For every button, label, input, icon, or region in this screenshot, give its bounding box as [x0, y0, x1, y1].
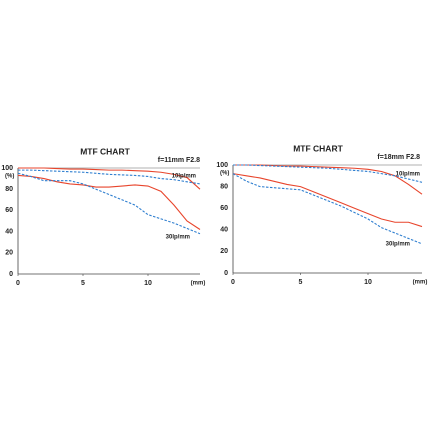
mtf-line: [232, 173, 423, 245]
mtf-line: [18, 167, 201, 190]
mtf-line: [233, 164, 423, 195]
y-tick-label: 40: [5, 228, 13, 235]
x-tick-label: 5: [81, 280, 85, 287]
annotation: 10lp/mm: [172, 174, 196, 180]
mtf-line: [17, 172, 201, 235]
y-tick-label: 20: [5, 250, 13, 257]
annotation: 30lp/mm: [386, 242, 410, 248]
annotation: 30lp/mm: [166, 235, 190, 241]
chart-subtitle: f=18mm F2.8: [377, 154, 420, 161]
y-tick-label: 100: [1, 165, 13, 172]
mtf-line: [18, 169, 201, 185]
y-tick-label: 60: [220, 205, 228, 212]
annotation: 10lp/mm: [396, 172, 420, 178]
y-axis-label: (%): [220, 171, 229, 177]
y-tick-label: 80: [220, 183, 228, 190]
y-tick-label: 100: [216, 162, 228, 169]
mtf-line: [17, 174, 201, 230]
x-tick-label: 0: [231, 279, 235, 286]
x-tick-label: 0: [16, 280, 20, 287]
y-axis-label: (%): [5, 174, 14, 180]
y-tick-label: 20: [220, 248, 228, 255]
y-tick-label: 60: [5, 207, 13, 214]
y-tick-label: 0: [224, 270, 228, 277]
y-tick-label: 40: [220, 227, 228, 234]
mtf-line: [233, 164, 423, 183]
mtf-line: [232, 173, 423, 228]
x-tick-label: 5: [299, 279, 303, 286]
chart-title: MTF CHART: [293, 143, 343, 153]
y-tick-label: 0: [9, 271, 13, 278]
x-tick-label: 10: [144, 280, 152, 287]
x-axis-label: (mm): [413, 280, 428, 286]
x-axis-label: (mm): [191, 281, 206, 287]
chart-title: MTF CHART: [80, 146, 130, 156]
x-tick-label: 10: [364, 279, 372, 286]
chart-subtitle: f=11mm F2.8: [158, 157, 200, 164]
y-tick-label: 80: [5, 186, 13, 193]
